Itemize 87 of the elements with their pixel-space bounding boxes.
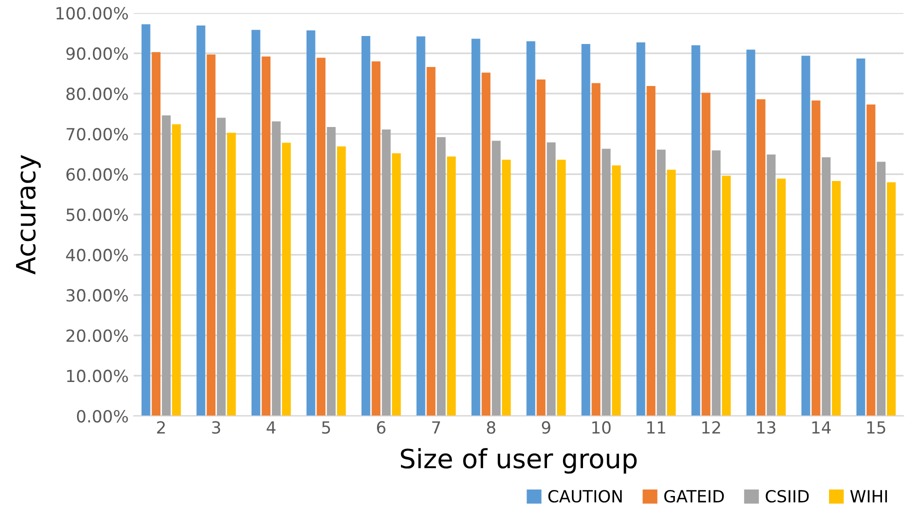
bar — [612, 165, 621, 416]
x-tick-label: 2 — [157, 421, 165, 434]
y-tick-label: 90.00% — [66, 47, 128, 60]
bar — [556, 160, 566, 416]
y-axis-title: Accuracy — [16, 155, 41, 275]
bar — [766, 154, 776, 416]
x-tick-label: 10 — [592, 421, 611, 434]
legend-label: CAUTION — [548, 490, 622, 503]
bar — [416, 36, 426, 416]
x-tick-label: 3 — [212, 421, 220, 434]
y-tick-label: 30.00% — [66, 289, 128, 302]
bar — [822, 157, 831, 416]
bar — [392, 153, 401, 416]
bar — [492, 140, 501, 416]
bar — [712, 150, 721, 416]
x-tick-label: 13 — [757, 421, 776, 434]
bar — [722, 176, 731, 416]
x-tick-label: 7 — [432, 421, 440, 434]
bar — [196, 25, 206, 416]
bar — [326, 127, 336, 416]
bar — [581, 44, 590, 416]
bar — [216, 118, 226, 416]
legend-label: CSIID — [766, 490, 809, 503]
y-tick-label: 50.00% — [66, 208, 128, 222]
bar — [602, 148, 611, 416]
x-tick-label: 9 — [542, 421, 550, 434]
x-tick-label: 6 — [377, 421, 386, 434]
bar — [282, 142, 291, 416]
bar — [856, 58, 866, 416]
bar — [801, 56, 810, 416]
y-tick-label: 80.00% — [66, 88, 128, 100]
bar — [812, 100, 820, 416]
x-tick-label: 14 — [812, 421, 831, 434]
x-tick-label: 12 — [702, 421, 720, 434]
bar — [482, 72, 490, 416]
bar — [546, 142, 556, 416]
bar — [426, 67, 436, 416]
bar — [382, 129, 391, 416]
y-tick-label: 20.00% — [66, 329, 128, 342]
y-tick-label: 100.00% — [56, 6, 128, 20]
y-tick-label: 40.00% — [66, 248, 128, 262]
x-tick-label: 11 — [647, 421, 666, 434]
bar — [646, 86, 656, 416]
bar — [866, 104, 876, 416]
bar — [306, 30, 316, 416]
bar — [372, 61, 380, 416]
bar — [702, 92, 710, 416]
y-tick-label: 60.00% — [66, 168, 128, 181]
x-tick-label: 15 — [867, 421, 886, 434]
x-tick-label: 8 — [486, 421, 496, 434]
bar — [262, 56, 270, 416]
bar — [206, 54, 216, 416]
bar — [436, 137, 446, 416]
bar — [252, 30, 260, 416]
legend-label: GATEID — [664, 490, 724, 503]
bar — [746, 50, 756, 416]
bar — [886, 182, 896, 416]
bar — [776, 178, 786, 416]
bar — [361, 36, 370, 416]
y-tick-label: 10.00% — [67, 370, 128, 382]
bar — [471, 38, 480, 416]
bar — [536, 79, 546, 416]
bar — [447, 156, 456, 416]
bar — [227, 132, 236, 416]
bar — [832, 181, 841, 416]
y-tick-label: 70.00% — [66, 128, 128, 140]
bar — [592, 83, 600, 416]
x-tick-label: 4 — [266, 421, 276, 434]
legend-label: WIHI — [850, 490, 887, 502]
bar — [162, 115, 171, 416]
bar — [337, 146, 346, 416]
bar — [502, 160, 511, 416]
bar — [656, 150, 666, 416]
bar — [636, 42, 646, 416]
bar — [691, 45, 700, 416]
bar — [876, 162, 886, 416]
bar — [316, 58, 326, 416]
bar — [666, 170, 676, 416]
x-axis-title: Size of user group — [400, 448, 637, 474]
bar — [272, 121, 281, 416]
bar — [172, 124, 181, 416]
y-tick-label: 0.00% — [76, 410, 128, 423]
bar — [152, 52, 160, 416]
bar — [526, 41, 536, 416]
x-tick-label: 5 — [322, 421, 330, 434]
bar — [756, 99, 766, 416]
bar — [142, 24, 150, 416]
